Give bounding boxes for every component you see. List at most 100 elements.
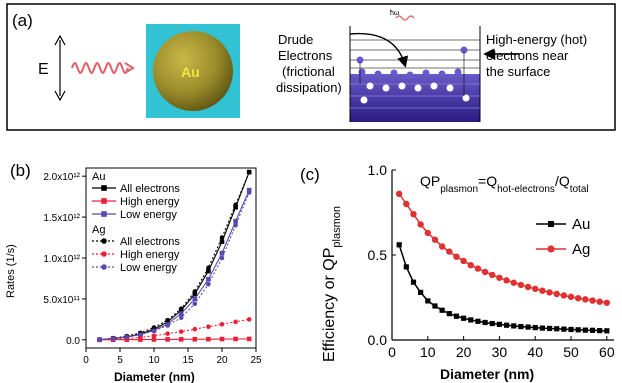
data-point — [206, 276, 211, 282]
x-tick-label: 30 — [492, 344, 508, 360]
panel-a-label: (a) — [12, 11, 33, 30]
data-point — [192, 336, 198, 342]
data-point — [532, 285, 539, 293]
data-point — [567, 293, 575, 301]
legend-marker — [548, 221, 554, 227]
data-point — [206, 324, 211, 330]
legend-marker — [101, 238, 107, 244]
svg-text:(frictional: (frictional — [282, 64, 335, 79]
chart-b-series — [97, 169, 252, 343]
data-point — [410, 211, 417, 218]
panel-a: (a) E Au Drude Electrons (frictional dis… — [6, 3, 616, 131]
y-tick-label: 5.0x10¹¹ — [43, 295, 80, 306]
x-tick-label: 10 — [420, 344, 436, 360]
data-point — [219, 235, 225, 240]
legend-entry: High energy — [120, 196, 180, 208]
x-tick-label: 20 — [456, 344, 472, 360]
data-point — [424, 229, 432, 237]
data-point — [468, 317, 474, 323]
data-point — [246, 169, 252, 175]
x-tick-label: 15 — [182, 355, 194, 366]
data-point — [192, 291, 198, 297]
chart-b-axes: 0 5 10 15 20 25 0.0 5.0x10¹¹ 1.0x10¹² 1.5x10¹² 2.0… — [43, 167, 262, 366]
data-point — [165, 317, 170, 323]
data-point — [192, 326, 198, 332]
x-tick-label: 0 — [83, 355, 89, 366]
data-point — [539, 287, 546, 294]
data-point — [97, 337, 102, 342]
x-tick-label: 20 — [216, 355, 228, 366]
data-point — [517, 281, 525, 289]
data-point — [453, 313, 460, 319]
data-point — [233, 218, 238, 224]
chart-c-axes: 0 10 20 30 40 50 60 0.0 0.5 1.0 — [368, 162, 615, 360]
photon-hw-label: ħω — [390, 10, 400, 17]
data-point — [604, 328, 610, 334]
chart-c-series — [395, 190, 611, 334]
y-tick-label: 1.0x10¹² — [43, 254, 80, 265]
data-point — [178, 315, 184, 321]
svg-text:electrons near: electrons near — [486, 48, 569, 63]
legend-entry: High energy — [120, 249, 180, 261]
data-point — [124, 334, 130, 340]
legend-entry: Ag — [572, 241, 590, 258]
data-point — [510, 279, 517, 286]
y-tick-label: 0.0 — [368, 332, 388, 348]
data-point — [165, 337, 170, 342]
chart-c-title: QPplasmon=Qhot-electrons/Qtotal — [420, 173, 589, 195]
data-point — [503, 277, 510, 284]
data-point — [206, 336, 211, 342]
y-tick-label: 0.5 — [368, 247, 388, 263]
data-point — [489, 271, 496, 279]
data-point — [403, 200, 410, 208]
data-point — [219, 336, 225, 342]
data-point — [233, 336, 238, 342]
data-point — [474, 265, 482, 272]
data-point — [518, 323, 524, 330]
legend-marker — [101, 198, 107, 204]
data-point — [192, 296, 198, 302]
x-tick-label: 40 — [527, 344, 543, 360]
data-point — [597, 328, 603, 334]
hot-electron-label: High-energy (hot) electrons near the sur… — [486, 32, 587, 79]
legend-entry: All electrons — [120, 236, 180, 248]
data-point — [192, 289, 198, 294]
data-point — [554, 326, 560, 332]
data-point — [439, 307, 445, 313]
data-point — [151, 325, 157, 330]
data-point — [233, 319, 238, 325]
data-point — [233, 202, 238, 208]
legend-marker — [547, 245, 555, 253]
svg-text:High-energy (hot): High-energy (hot) — [486, 32, 587, 47]
data-point — [481, 268, 489, 276]
data-point — [568, 326, 574, 333]
panel-b: (b) 0 5 10 15 20 25 0.0 5.0x10¹¹ 1.0x10¹² 1.5x10¹… — [5, 161, 262, 383]
data-point — [532, 324, 538, 331]
drude-label: Drude Electrons (frictional dissipation) — [276, 32, 342, 95]
x-tick-label: 25 — [250, 355, 262, 366]
data-point — [178, 329, 184, 334]
y-tick-label: 2.0x10¹² — [43, 172, 80, 183]
legend-marker — [101, 251, 107, 257]
chart-c-xlabel: Diameter (nm) — [440, 366, 534, 382]
data-point — [396, 242, 402, 248]
svg-text:Electrons: Electrons — [278, 48, 333, 63]
legend-marker — [101, 211, 107, 217]
data-point — [395, 190, 403, 197]
series-line — [99, 338, 250, 341]
panel-b-label: (b) — [10, 161, 31, 180]
data-point — [233, 222, 238, 228]
data-point — [546, 325, 553, 332]
legend-marker — [101, 185, 107, 191]
legend-entry: Au — [572, 216, 590, 233]
data-point — [246, 187, 252, 193]
x-tick-label: 0 — [388, 344, 396, 360]
x-tick-label: 10 — [148, 355, 160, 366]
data-point — [560, 292, 568, 299]
data-point — [467, 262, 474, 269]
data-point — [233, 204, 238, 210]
data-point — [178, 306, 184, 312]
data-point — [110, 336, 116, 341]
